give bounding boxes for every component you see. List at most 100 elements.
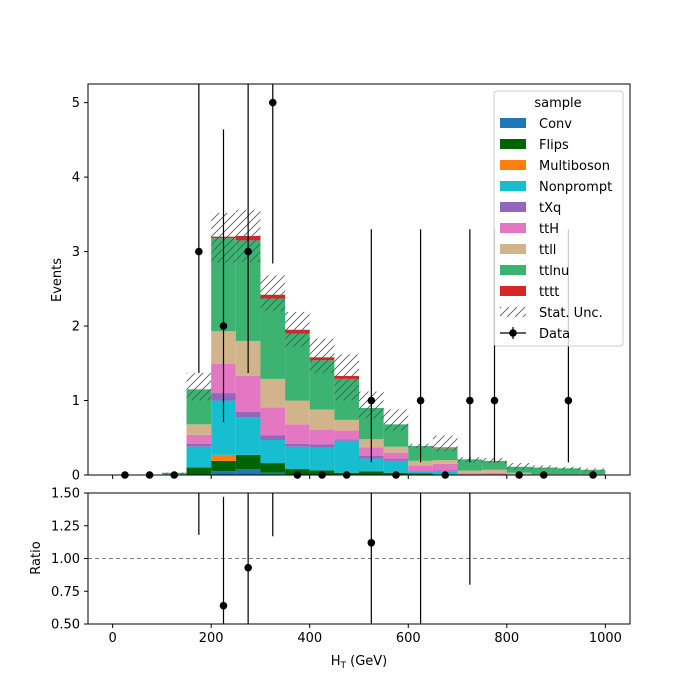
data-point-14: [466, 396, 474, 405]
bar-tth-bin-5: [235, 375, 261, 412]
bar-txq-bin-12: [408, 471, 433, 473]
stat-unc-bin-18: [556, 466, 581, 470]
ratio-x-tick-label-1: 200: [199, 631, 224, 646]
ratio-y-axis: 0.50 0.75 1.00 1.25 1.50: [51, 487, 88, 633]
legend-swatch-multiboson: [500, 160, 526, 170]
bar-tth-bin-15: [482, 472, 507, 475]
main-y-axis: 0 1 2 3 4 5: [72, 96, 88, 484]
bar-flips-bin-3: [186, 467, 212, 475]
main-y-tick-label-4: 4: [72, 171, 80, 186]
data-point-10: [367, 396, 376, 405]
main-x-axis: [112, 475, 606, 479]
ratio-panel: 0.50 0.75 1.00 1.25 1.50 0 200 400 600 800 1000 R…: [29, 31, 631, 671]
stat-unc-bin-17: [531, 465, 557, 470]
legend-label-data: Data: [539, 327, 570, 342]
bar-nonprompt-bin-7: [285, 446, 310, 470]
bar-nonprompt-bin-8: [309, 447, 335, 471]
bar-flips-bin-12: [408, 473, 433, 475]
ratio-point-1: [219, 601, 228, 610]
ratio-y-axis-label: Ratio: [29, 541, 44, 574]
stat-unc-bin-3: [186, 372, 212, 401]
legend-title: sample: [534, 96, 581, 111]
stat-unc-bin-19: [580, 468, 606, 472]
main-y-tick-label-1: 1: [72, 394, 80, 409]
stat-unc-bin-13: [432, 435, 458, 452]
bar-nonprompt-bin-3: [186, 446, 212, 468]
stat-unc-bin-6: [260, 275, 286, 312]
bar-nonprompt-bin-6: [260, 439, 286, 464]
legend-label-multiboson: Multiboson: [539, 159, 610, 174]
ratio-y-tick-label-3: 1.25: [51, 519, 80, 534]
bar-ttll-bin-8: [309, 409, 335, 430]
stat-unc-bin-7: [285, 311, 310, 347]
bar-tth-bin-3: [186, 434, 212, 444]
bar-flips-bin-5: [235, 454, 261, 470]
bar-ttlnu-bin-14: [457, 459, 483, 471]
bar-txq-bin-9: [334, 439, 359, 441]
bar-tth-bin-12: [408, 465, 433, 472]
ratio-x-axis: 0 200 400 600 800 1000: [108, 624, 622, 646]
bar-nonprompt-bin-9: [334, 440, 359, 473]
stat-unc-bin-8: [309, 338, 335, 373]
bar-tth-bin-6: [260, 407, 286, 436]
stat-unc-bin-16: [506, 463, 532, 470]
bar-conv-bin-5: [235, 469, 261, 475]
data-point-4: [219, 322, 228, 330]
bar-txq-bin-5: [235, 411, 261, 418]
bar-ttlnu-bin-17: [531, 467, 557, 475]
data-point-18: [564, 396, 573, 405]
data-points: [121, 84, 597, 479]
main-plot-frame: [87, 83, 631, 476]
legend-swatch-txq: [500, 202, 526, 212]
bar-ttll-bin-13: [432, 460, 458, 464]
bar-txq-bin-6: [260, 435, 286, 440]
legend-swatch-tttt: [500, 286, 526, 296]
ratio-points: [198, 31, 474, 624]
main-y-axis-label: Events: [50, 258, 65, 302]
ratio-y-tick-label-0: 0.50: [51, 618, 80, 633]
bar-nonprompt-bin-5: [235, 417, 261, 455]
bar-tth-bin-13: [432, 463, 458, 471]
ratio-point-4: [367, 538, 376, 547]
bar-txq-bin-3: [186, 443, 212, 447]
main-y-tick-label-5: 5: [72, 96, 80, 111]
legend-label-stat-unc: Stat. Unc.: [539, 306, 603, 321]
bar-nonprompt-bin-10: [359, 458, 384, 472]
ratio-point-6: [466, 31, 474, 39]
bar-flips-bin-6: [260, 463, 286, 473]
bar-ttll-bin-11: [383, 446, 409, 453]
data-point-15: [490, 396, 499, 405]
main-y-tick-label-2: 2: [72, 320, 80, 335]
bar-tth-bin-11: [383, 452, 409, 459]
bar-flips-bin-4: [211, 460, 236, 472]
bar-txq-bin-11: [383, 458, 409, 461]
data-point-3: [195, 247, 203, 256]
bar-multiboson-bin-4: [211, 454, 236, 461]
bar-nonprompt-bin-12: [408, 472, 433, 474]
legend-swatch-nonprompt: [500, 181, 526, 191]
bar-txq-bin-8: [309, 444, 335, 448]
bar-nonprompt-bin-11: [383, 460, 409, 473]
x-axis-label: HT (GeV): [331, 654, 388, 671]
ratio-x-tick-label-4: 800: [494, 631, 519, 646]
bar-ttll-bin-9: [334, 419, 359, 431]
legend-label-conv: Conv: [539, 117, 572, 132]
legend-swatch-flips: [500, 139, 526, 149]
ratio-x-tick-label-3: 600: [396, 631, 421, 646]
legend-swatch-data: [509, 329, 517, 337]
ratio-y-tick-label-1: 0.75: [51, 585, 80, 600]
legend: sample Conv Flips Multiboson Nonprompt tXq tt…: [493, 90, 624, 347]
legend-swatch-stat-unc: [500, 307, 526, 317]
bar-ttll-bin-3: [186, 424, 212, 435]
bar-tth-bin-8: [309, 429, 335, 445]
bar-ttll-bin-14: [457, 470, 483, 474]
legend-label-txq: tXq: [539, 201, 561, 216]
main-y-tick-label-0: 0: [72, 469, 80, 484]
bar-conv-bin-4: [211, 471, 236, 475]
legend-swatch-ttlnu: [500, 265, 526, 275]
bar-ttlnu-bin-15: [482, 460, 507, 470]
stat-unc-bin-9: [334, 354, 359, 401]
legend-label-tth: ttH: [539, 222, 559, 237]
ratio-plot-background: [88, 493, 630, 624]
